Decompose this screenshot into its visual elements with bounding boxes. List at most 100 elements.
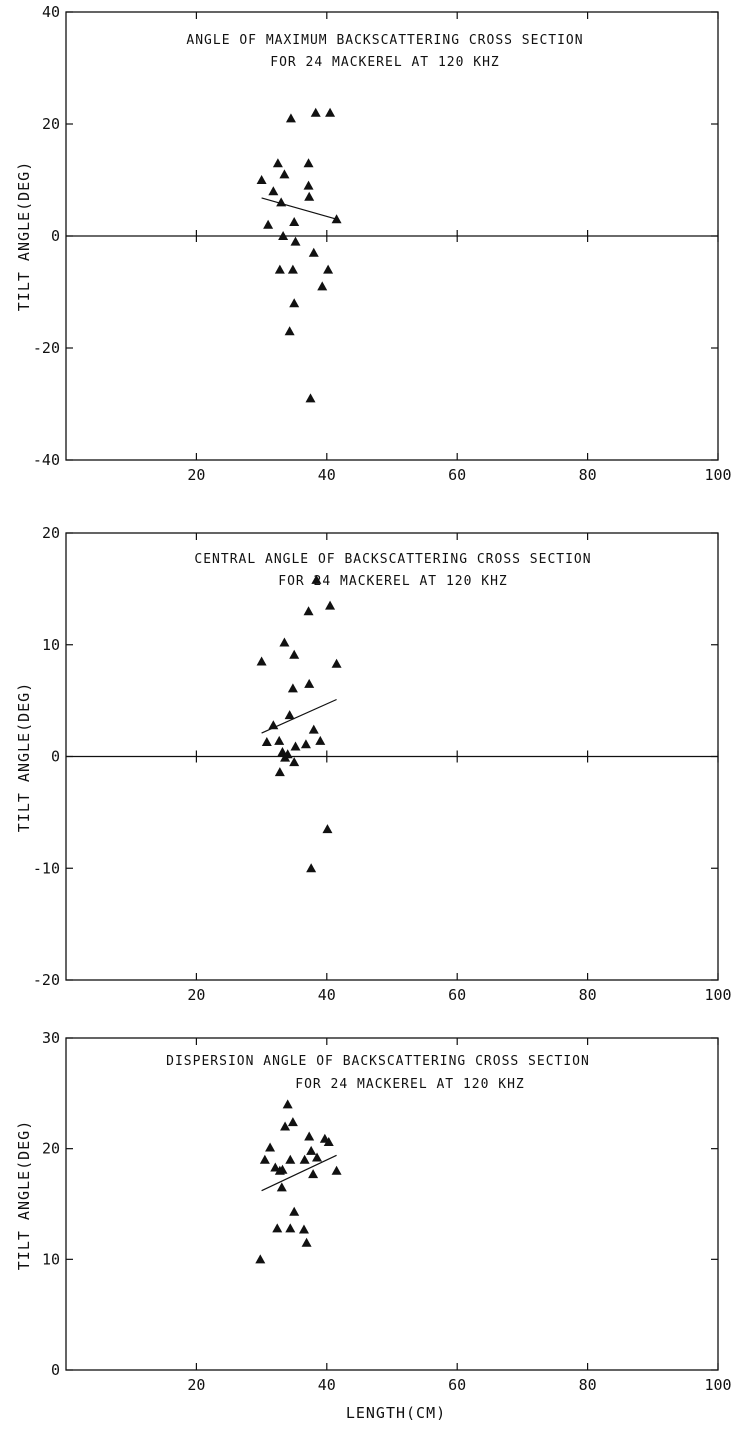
y-tick-label: 10 bbox=[42, 636, 60, 654]
y-axis-label: TILT ANGLE(DEG) bbox=[15, 1120, 33, 1270]
data-point-triangle bbox=[263, 219, 274, 229]
chart-title-line-2: FOR 24 MACKEREL AT 120 KHZ bbox=[270, 55, 500, 70]
y-axis-label: TILT ANGLE(DEG) bbox=[15, 161, 33, 311]
x-tick-label: 40 bbox=[318, 1376, 336, 1394]
data-point-triangle bbox=[290, 236, 301, 246]
data-point-triangle bbox=[308, 1169, 319, 1179]
data-point-triangle bbox=[289, 298, 300, 308]
data-point-triangle bbox=[285, 1154, 296, 1164]
x-tick-label: 20 bbox=[187, 1376, 205, 1394]
data-point-triangle bbox=[256, 656, 267, 666]
data-point-triangle bbox=[315, 735, 326, 745]
data-point-triangle bbox=[310, 107, 321, 117]
data-point-triangle bbox=[325, 600, 336, 610]
y-tick-label: 10 bbox=[42, 1250, 60, 1268]
data-point-triangle bbox=[304, 1131, 315, 1141]
data-point-triangle bbox=[272, 1223, 283, 1233]
data-point-triangle bbox=[268, 186, 279, 196]
data-point-triangle bbox=[279, 637, 290, 647]
data-point-triangle bbox=[284, 326, 295, 336]
data-point-triangle bbox=[304, 191, 315, 201]
data-point-triangle bbox=[282, 1099, 293, 1109]
x-axis-label: LENGTH(CM) bbox=[346, 1404, 446, 1422]
data-point-triangle bbox=[325, 107, 336, 117]
x-tick-label: 20 bbox=[187, 986, 205, 1004]
data-point-triangle bbox=[279, 169, 290, 179]
panel-dispersion-angle: DISPERSION ANGLE OF BACKSCATTERING CROSS… bbox=[15, 1029, 732, 1422]
y-tick-label: 40 bbox=[42, 3, 60, 21]
x-tick-label: 60 bbox=[448, 986, 466, 1004]
data-point-triangle bbox=[280, 1121, 291, 1131]
data-point-triangle bbox=[277, 1164, 288, 1174]
data-point-triangle bbox=[278, 231, 289, 240]
chart-title-line-2: FOR 24 MACKEREL AT 120 KHZ bbox=[278, 574, 508, 589]
data-point-triangle bbox=[317, 281, 328, 291]
y-tick-label: 0 bbox=[51, 227, 60, 245]
data-point-triangle bbox=[299, 1154, 310, 1164]
x-tick-label: 60 bbox=[448, 1376, 466, 1394]
x-tick-label: 80 bbox=[579, 986, 597, 1004]
data-point-triangle bbox=[289, 217, 300, 226]
chart-title-line-2: FOR 24 MACKEREL AT 120 KHZ bbox=[295, 1077, 525, 1092]
data-point-triangle bbox=[287, 1117, 298, 1127]
data-point-triangle bbox=[272, 158, 283, 168]
y-tick-label: 30 bbox=[42, 1029, 60, 1047]
data-point-triangle bbox=[274, 767, 285, 777]
data-point-triangle bbox=[289, 1206, 300, 1216]
chart-title-line-1: CENTRAL ANGLE OF BACKSCATTERING CROSS SE… bbox=[194, 552, 591, 567]
data-point-triangle bbox=[287, 683, 298, 693]
data-point-triangle bbox=[300, 739, 311, 749]
x-tick-label: 40 bbox=[318, 986, 336, 1004]
data-point-triangle bbox=[323, 1137, 334, 1147]
data-point-triangle bbox=[322, 824, 333, 834]
x-tick-label: 100 bbox=[704, 466, 731, 484]
data-point-triangle bbox=[298, 1224, 309, 1234]
panel-max-angle: ANGLE OF MAXIMUM BACKSCATTERING CROSS SE… bbox=[15, 3, 732, 484]
data-point-triangle bbox=[306, 863, 317, 873]
data-point-triangle bbox=[308, 247, 319, 257]
y-tick-label: 0 bbox=[51, 748, 60, 766]
y-tick-label: -10 bbox=[33, 859, 60, 877]
data-point-triangle bbox=[261, 736, 272, 746]
x-tick-label: 80 bbox=[579, 1376, 597, 1394]
data-point-triangle bbox=[331, 658, 342, 668]
panel-central-angle: CENTRAL ANGLE OF BACKSCATTERING CROSS SE… bbox=[15, 524, 732, 1004]
data-point-triangle bbox=[331, 1165, 342, 1175]
data-point-triangle bbox=[303, 158, 314, 168]
data-point-triangle bbox=[323, 264, 334, 274]
data-point-triangle bbox=[285, 1223, 296, 1233]
chart-title-line-1: DISPERSION ANGLE OF BACKSCATTERING CROSS… bbox=[166, 1054, 590, 1069]
y-axis-label: TILT ANGLE(DEG) bbox=[15, 682, 33, 832]
data-point-triangle bbox=[276, 1182, 287, 1192]
data-point-triangle bbox=[276, 197, 287, 207]
data-point-triangle bbox=[268, 720, 279, 730]
chart-title-line-1: ANGLE OF MAXIMUM BACKSCATTERING CROSS SE… bbox=[186, 33, 583, 48]
y-tick-label: 20 bbox=[42, 1140, 60, 1158]
x-tick-label: 20 bbox=[187, 466, 205, 484]
y-tick-label: -20 bbox=[33, 339, 60, 357]
data-point-triangle bbox=[282, 749, 293, 759]
data-point-triangle bbox=[287, 264, 298, 274]
data-point-triangle bbox=[270, 1162, 281, 1172]
x-tick-label: 80 bbox=[579, 466, 597, 484]
data-point-triangle bbox=[312, 1152, 323, 1162]
data-point-triangle bbox=[290, 741, 301, 751]
y-tick-label: 20 bbox=[42, 115, 60, 133]
regression-line bbox=[261, 1154, 337, 1192]
data-point-triangle bbox=[255, 1254, 266, 1264]
y-tick-label: 20 bbox=[42, 524, 60, 542]
data-point-triangle bbox=[303, 606, 314, 616]
y-tick-label: -20 bbox=[33, 971, 60, 989]
x-tick-label: 60 bbox=[448, 466, 466, 484]
x-tick-label: 100 bbox=[704, 986, 731, 1004]
data-point-triangle bbox=[289, 757, 300, 767]
x-tick-label: 40 bbox=[318, 466, 336, 484]
data-point-triangle bbox=[265, 1142, 276, 1152]
data-point-triangle bbox=[304, 678, 315, 688]
data-point-triangle bbox=[274, 735, 285, 745]
plot-frame bbox=[65, 1037, 719, 1371]
regression-line bbox=[261, 197, 337, 220]
data-point-triangle bbox=[284, 710, 295, 720]
data-point-triangle bbox=[303, 180, 314, 190]
